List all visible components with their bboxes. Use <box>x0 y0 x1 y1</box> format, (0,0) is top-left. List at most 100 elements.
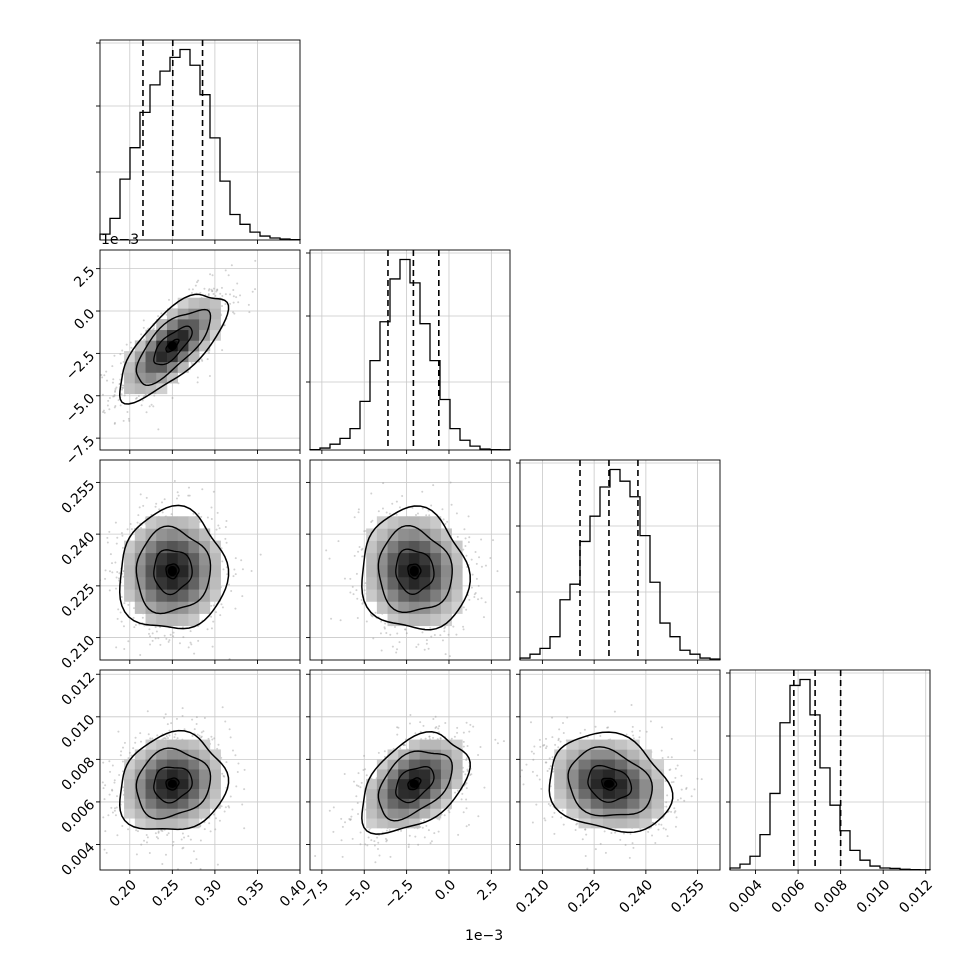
density-cell <box>177 516 189 529</box>
sample-point <box>148 628 151 631</box>
sample-point <box>217 743 220 746</box>
sample-point <box>462 770 465 773</box>
density-cell <box>145 528 157 541</box>
sample-point <box>259 553 262 556</box>
density-cell <box>177 613 189 627</box>
density-cell <box>145 340 157 352</box>
sample-point <box>114 521 117 524</box>
sample-point <box>165 637 168 640</box>
sample-point <box>157 831 160 834</box>
density-cell <box>440 540 452 554</box>
sample-point <box>372 637 375 640</box>
sample-point <box>154 832 157 835</box>
sample-point <box>106 536 109 539</box>
sample-point <box>135 853 138 856</box>
density-cell <box>387 778 399 790</box>
sample-point <box>210 615 213 618</box>
sample-point <box>221 560 224 563</box>
sample-point <box>161 829 164 832</box>
sample-point <box>404 628 407 631</box>
sample-point <box>120 388 123 391</box>
sample-point <box>175 497 178 500</box>
sample-point <box>229 795 232 798</box>
sample-point <box>224 806 227 809</box>
sample-point <box>432 736 435 739</box>
sample-point <box>157 637 160 640</box>
contour-line <box>165 563 180 580</box>
density-cell <box>156 340 168 352</box>
sample-point <box>115 646 118 649</box>
sample-point <box>104 784 107 787</box>
sample-point <box>235 785 238 788</box>
sample-point <box>360 781 363 784</box>
sample-point <box>480 597 483 600</box>
density-cell <box>166 769 179 780</box>
sample-point <box>135 829 138 832</box>
sample-point <box>395 513 398 516</box>
sample-point <box>460 798 463 801</box>
sample-point <box>473 595 476 598</box>
sample-point <box>232 311 235 314</box>
sample-point <box>122 746 125 749</box>
sample-point <box>137 514 140 517</box>
sample-point <box>215 611 218 614</box>
sample-point <box>127 640 130 643</box>
sample-point <box>117 577 120 580</box>
sample-point <box>201 488 204 491</box>
histogram-panel-3 <box>726 669 931 874</box>
sample-point <box>232 575 235 578</box>
sample-point <box>208 822 211 825</box>
sample-point <box>188 288 191 291</box>
sample-point <box>359 786 362 789</box>
sample-point <box>142 319 145 322</box>
density-cell <box>419 516 431 529</box>
density-content <box>325 481 499 658</box>
sample-point <box>151 632 154 635</box>
density-cell <box>398 552 410 566</box>
density-cell <box>134 788 146 799</box>
sample-point <box>139 653 142 656</box>
sample-point <box>120 393 123 396</box>
sample-point <box>357 772 360 775</box>
sample-point <box>314 855 317 858</box>
sample-point <box>187 486 190 489</box>
sample-point <box>211 738 214 741</box>
sample-point <box>113 406 116 409</box>
density-cell <box>366 577 378 590</box>
sample-point <box>355 589 358 592</box>
sample-point <box>381 507 384 510</box>
sample-point <box>388 828 391 831</box>
density-cell <box>134 540 146 554</box>
sample-point <box>103 374 106 377</box>
sample-point <box>443 814 446 817</box>
sample-point <box>181 715 184 718</box>
sample-point <box>167 640 170 643</box>
sample-point <box>221 706 224 709</box>
sample-point <box>172 635 175 638</box>
sample-point <box>417 643 420 646</box>
sample-point <box>452 625 455 628</box>
density-cell <box>145 372 157 384</box>
density-cell <box>166 739 179 750</box>
sample-point <box>212 292 215 295</box>
density-cell <box>188 308 200 320</box>
density-cell <box>188 788 200 799</box>
density-cell <box>209 589 221 602</box>
sample-point <box>216 288 219 291</box>
sample-point <box>351 837 354 840</box>
sample-point <box>341 825 344 828</box>
density-cell <box>145 778 157 790</box>
density-core <box>167 779 177 789</box>
density-cell <box>451 601 463 614</box>
sample-point <box>208 375 211 378</box>
sample-point <box>448 811 451 814</box>
sample-point <box>162 737 165 740</box>
sample-point <box>114 389 117 392</box>
contour-line <box>165 777 180 791</box>
sample-point <box>461 792 464 795</box>
sample-point <box>425 514 428 517</box>
sample-point <box>116 834 119 837</box>
density-cell <box>387 818 399 829</box>
density-cell <box>440 613 452 627</box>
sample-point <box>177 494 180 497</box>
